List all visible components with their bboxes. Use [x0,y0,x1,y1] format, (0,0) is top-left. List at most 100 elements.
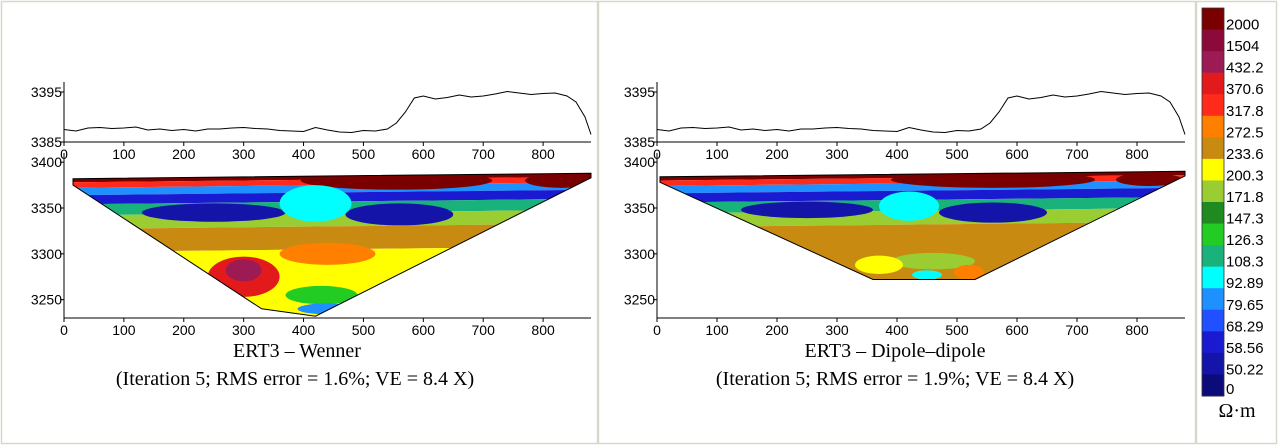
right-topo-y-tick-label: 3395 [624,84,655,100]
left-sec-y-tick-label: 3250 [31,292,62,308]
left-sec-anomaly [345,203,454,226]
left-sec-anomaly [279,242,376,265]
legend-swatch [1202,331,1224,354]
legend-swatch [1202,94,1224,117]
legend-swatch [1202,115,1224,138]
right-topo-x-tick-label: 200 [765,146,789,162]
right-caption: ERT3 – Dipole–dipole [805,340,986,362]
right-sec-x-tick-label: 500 [945,322,969,338]
left-topo-y-tick-label: 3395 [31,84,62,100]
right-sec-x-tick-label: 400 [885,322,909,338]
left-sec-x-tick-label: 700 [472,322,496,338]
right-sec-x-tick-label: 800 [1125,322,1149,338]
right-sec-anomaly [891,171,1095,188]
right-topo-x-tick-label: 800 [1125,146,1149,162]
right-topo-x-tick-label: 400 [885,146,909,162]
legend-label: 317.8 [1226,103,1264,120]
left-sec-x-tick-label: 500 [352,322,376,338]
legend-label: 2000 [1226,17,1259,34]
legend-label: 0 [1226,381,1234,398]
left-topo-x-tick-label: 800 [531,146,555,162]
legend-unit: Ω·m [1218,400,1256,422]
right-sec-anomaly [891,252,975,270]
right-topo-y-tick-label: 3385 [624,134,655,150]
left-topo-x-tick-label: 600 [412,146,436,162]
legend-swatch [1202,374,1224,397]
right-sec-anomaly [855,255,903,274]
legend-bar-outline [1201,7,1225,397]
legend-label: 92.89 [1226,275,1264,292]
legend-label: 68.29 [1226,318,1264,335]
right-sec-y-tick-label: 3250 [624,292,655,308]
right-sec-anomaly [939,202,1047,223]
legend-label: 108.3 [1226,254,1264,271]
legend-label: 79.65 [1226,297,1264,314]
left-subcaption: (Iteration 5; RMS error = 1.6%; VE = 8.4… [116,368,474,390]
legend-label: 370.6 [1226,81,1264,98]
left-topo-elevation-line [63,90,592,135]
legend-label: 58.56 [1226,340,1264,357]
right-topo-x-tick-label: 500 [945,146,969,162]
left-sec-x-tick-label: 300 [232,322,256,338]
legend-swatch [1202,245,1224,268]
right-topo-x-tick-label: 700 [1065,146,1089,162]
legend-swatch [1202,352,1224,375]
left-sec-outline [72,172,592,317]
right-sec-anomaly [741,201,873,219]
left-sec-anomaly [141,203,286,222]
left-sec-y-tick-label: 3400 [31,154,62,170]
right-sec-y-tick-label: 3350 [624,200,655,216]
legend-label: 432.2 [1226,60,1264,77]
legend-swatch [1202,51,1224,74]
left-sec-y-tick-label: 3300 [31,246,62,262]
legend-label: 233.6 [1226,146,1264,163]
right-sec-anomaly [954,264,984,280]
right-topo-x-tick-label: 300 [825,146,849,162]
left-sec-x-tick-label: 200 [172,322,196,338]
right-topo-elevation-line [656,90,1186,135]
left-sec-anomaly [225,259,262,282]
left-sec-x-tick-label: 400 [292,322,316,338]
legend-label: 171.8 [1226,189,1264,206]
legend-swatch [1202,202,1224,225]
left-sec-y-tick-label: 3350 [31,200,62,216]
legend-label: 1504 [1226,38,1259,55]
legend-label: 200.3 [1226,167,1264,184]
legend-label: 147.3 [1226,211,1264,228]
right-sec-anomaly [912,270,942,280]
right-sec-y-tick-label: 3400 [624,154,655,170]
right-sec-anomaly [1116,173,1182,186]
left-topo-y-tick-label: 3385 [31,134,62,150]
right-sec-anomaly [879,191,939,221]
left-topo-x-tick-label: 700 [472,146,496,162]
legend-swatch [1202,309,1224,332]
legend-label: 272.5 [1226,124,1264,141]
legend-swatch [1202,29,1224,52]
left-sec-x-tick-label: 0 [60,322,68,338]
left-topo-x-tick-label: 500 [352,146,376,162]
legend-label: 50.22 [1226,361,1264,378]
right-sec-x-tick-label: 200 [765,322,789,338]
right-sec-y-tick-label: 3300 [624,246,655,262]
left-topo-x-tick-label: 200 [172,146,196,162]
left-topo-x-tick-label: 400 [292,146,316,162]
legend-label: 126.3 [1226,232,1264,249]
legend-swatch [1202,180,1224,203]
legend-swatch [1202,137,1224,160]
right-topo-x-tick-label: 100 [705,146,729,162]
right-sec-x-tick-label: 100 [705,322,729,338]
left-sec-x-tick-label: 800 [531,322,555,338]
right-sec-outline [659,170,1186,280]
right-sec-x-tick-label: 0 [653,322,661,338]
left-sec-x-tick-label: 600 [412,322,436,338]
color-scale-legend: 2000 1504 432.2 370.6 317.8 272.5 233.6 200.3 17… [1201,7,1264,398]
right-sec-x-tick-label: 300 [825,322,849,338]
right-subcaption: (Iteration 5; RMS error = 1.9%; VE = 8.4… [716,368,1074,390]
left-topo-x-tick-label: 300 [232,146,256,162]
legend-swatch [1202,72,1224,95]
legend-swatch [1202,158,1224,181]
legend-swatch [1202,8,1224,31]
